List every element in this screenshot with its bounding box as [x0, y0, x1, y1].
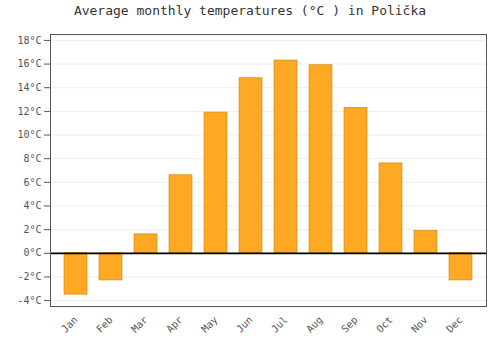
- svg-text:6°C: 6°C: [23, 177, 41, 188]
- svg-text:-2°C: -2°C: [17, 271, 41, 282]
- svg-text:12°C: 12°C: [17, 106, 41, 117]
- svg-text:Mar: Mar: [129, 314, 150, 335]
- svg-text:8°C: 8°C: [23, 153, 41, 164]
- svg-text:Aug: Aug: [304, 314, 325, 335]
- svg-text:May: May: [199, 314, 220, 335]
- svg-text:Nov: Nov: [409, 314, 430, 335]
- svg-text:14°C: 14°C: [17, 82, 41, 93]
- svg-text:-4°C: -4°C: [17, 295, 41, 306]
- svg-text:10°C: 10°C: [17, 129, 41, 140]
- svg-text:Dec: Dec: [444, 314, 465, 335]
- svg-text:Jan: Jan: [59, 314, 80, 335]
- svg-text:Oct: Oct: [374, 314, 395, 335]
- svg-text:18°C: 18°C: [17, 35, 41, 46]
- html-text:Average monthly temperatures (: Average monthly temperatures (°C ) in Po…: [73, 3, 427, 18]
- svg-text:0°C: 0°C: [23, 247, 41, 258]
- svg-text:Jun: Jun: [234, 314, 255, 335]
- svg-text:Feb: Feb: [94, 314, 115, 335]
- svg-text:Sep: Sep: [339, 314, 360, 335]
- svg-text:2°C: 2°C: [23, 224, 41, 235]
- svg-text:Apr: Apr: [164, 314, 185, 335]
- svg-text:Jul: Jul: [269, 314, 290, 335]
- svg-text:4°C: 4°C: [23, 200, 41, 211]
- svg-text:16°C: 16°C: [17, 58, 41, 69]
